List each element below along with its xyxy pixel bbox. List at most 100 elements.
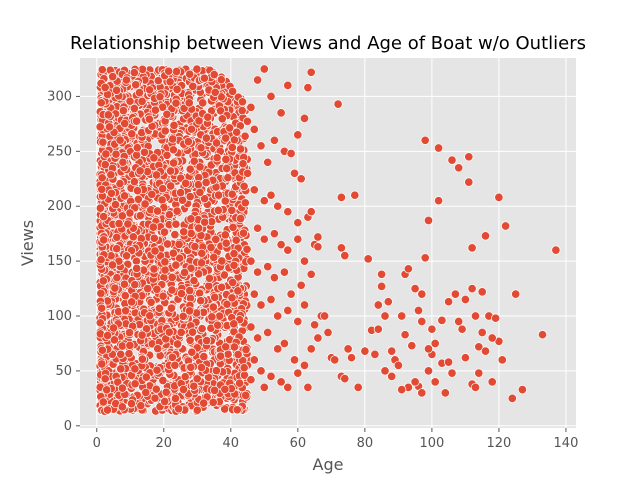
- data-point: [166, 181, 176, 191]
- data-point: [171, 66, 182, 77]
- data-point: [397, 311, 407, 321]
- data-point: [137, 330, 147, 340]
- x-axis-ticks: 0 20 40 60 80 100 120 140: [93, 428, 579, 451]
- data-point: [266, 91, 276, 101]
- data-point: [199, 73, 209, 83]
- data-point: [393, 360, 403, 370]
- data-point: [185, 192, 195, 202]
- data-point: [313, 333, 323, 343]
- data-point: [417, 316, 427, 327]
- data-point: [192, 64, 202, 74]
- data-point: [170, 230, 180, 240]
- data-point: [122, 251, 132, 261]
- data-point: [151, 384, 161, 394]
- data-point: [263, 157, 273, 167]
- data-point: [273, 344, 283, 354]
- data-point: [152, 365, 162, 375]
- data-point: [158, 291, 168, 301]
- data-point: [273, 201, 283, 211]
- data-point: [179, 227, 189, 237]
- data-point: [241, 390, 251, 400]
- data-point: [397, 385, 407, 395]
- data-point: [237, 106, 247, 116]
- data-point: [116, 349, 126, 359]
- data-point: [233, 349, 243, 360]
- data-point: [136, 401, 146, 411]
- data-point: [194, 269, 204, 279]
- data-point: [132, 263, 142, 273]
- data-point: [100, 374, 110, 384]
- data-point: [97, 359, 107, 369]
- data-point: [174, 404, 184, 414]
- data-point: [188, 81, 198, 91]
- data-point: [447, 368, 457, 378]
- x-tick-label: 40: [223, 436, 240, 451]
- data-point: [363, 254, 373, 264]
- data-point: [293, 218, 303, 228]
- data-point: [118, 106, 128, 116]
- data-point: [229, 135, 239, 145]
- data-point: [186, 263, 196, 273]
- data-point: [170, 360, 180, 370]
- data-point: [233, 286, 243, 296]
- data-point: [501, 221, 511, 231]
- data-point: [187, 347, 197, 357]
- data-point: [283, 80, 293, 90]
- data-point: [184, 98, 194, 108]
- data-point: [201, 177, 211, 188]
- data-point: [160, 396, 170, 407]
- y-axis-label: Views: [18, 220, 37, 266]
- data-point: [303, 382, 313, 392]
- data-point: [313, 232, 323, 242]
- data-point: [221, 133, 231, 143]
- x-tick-label: 140: [554, 436, 579, 451]
- data-point: [266, 371, 276, 381]
- data-point: [303, 83, 313, 93]
- data-point: [157, 195, 167, 205]
- data-point: [377, 269, 387, 279]
- data-point: [135, 166, 145, 176]
- data-point: [209, 70, 219, 80]
- data-point: [228, 277, 238, 288]
- data-point: [310, 320, 320, 330]
- data-point: [145, 85, 155, 95]
- data-point: [107, 260, 118, 270]
- data-point: [98, 276, 108, 286]
- data-point: [460, 294, 470, 305]
- data-point: [293, 234, 303, 244]
- data-point: [141, 372, 151, 382]
- data-point: [129, 68, 139, 78]
- data-point: [203, 112, 213, 122]
- data-point: [96, 255, 106, 265]
- data-point: [207, 312, 217, 322]
- data-point: [214, 190, 224, 200]
- data-point: [249, 355, 259, 365]
- data-point: [118, 157, 128, 167]
- data-point: [208, 397, 218, 407]
- data-point: [460, 353, 470, 363]
- data-point: [129, 177, 139, 187]
- data-point: [166, 303, 176, 313]
- data-point: [222, 163, 232, 174]
- data-point: [176, 188, 186, 198]
- data-point: [121, 75, 131, 85]
- data-point: [225, 123, 235, 133]
- data-point: [240, 198, 250, 208]
- data-point: [410, 284, 420, 294]
- data-point: [434, 143, 444, 153]
- data-point: [126, 399, 137, 409]
- data-point: [116, 364, 126, 374]
- data-point: [413, 305, 424, 316]
- data-point: [185, 306, 195, 316]
- data-point: [299, 256, 310, 266]
- data-point: [130, 280, 140, 290]
- data-point: [320, 311, 330, 321]
- data-point: [152, 284, 162, 294]
- data-point: [249, 185, 259, 195]
- data-point: [155, 92, 165, 102]
- data-point: [517, 385, 527, 395]
- data-point: [240, 131, 250, 141]
- data-point: [464, 152, 474, 162]
- x-axis-label: Age: [313, 455, 344, 474]
- data-point: [132, 186, 143, 196]
